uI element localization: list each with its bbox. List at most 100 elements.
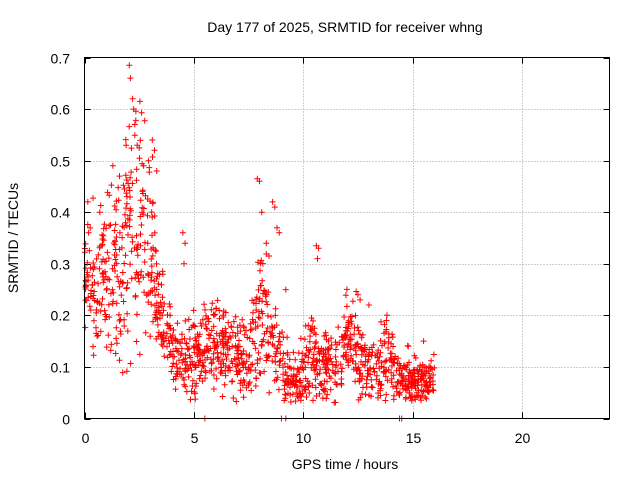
data-point (153, 248, 160, 255)
data-point (103, 258, 110, 265)
data-point (147, 287, 154, 294)
data-point (333, 358, 340, 365)
data-point (225, 364, 232, 371)
data-point (373, 372, 380, 379)
data-point (266, 353, 273, 359)
data-point (141, 246, 148, 253)
data-point (217, 338, 224, 345)
data-point (422, 394, 429, 401)
data-point (99, 231, 106, 238)
data-point (133, 166, 140, 173)
data-point (97, 308, 104, 315)
data-point (256, 178, 263, 185)
data-point (123, 205, 129, 212)
data-point (376, 378, 383, 385)
data-point (164, 320, 170, 327)
data-point (365, 367, 372, 374)
data-point (345, 359, 352, 366)
data-point (199, 316, 206, 323)
data-point (158, 331, 165, 338)
data-point (191, 389, 198, 395)
data-point (378, 363, 385, 370)
data-point (212, 311, 219, 318)
data-point (112, 221, 119, 228)
data-point (382, 373, 389, 380)
data-point (188, 388, 195, 395)
data-point (104, 276, 111, 282)
data-point (158, 303, 165, 310)
data-point (124, 328, 131, 335)
data-point (238, 350, 245, 357)
data-point (213, 375, 220, 382)
data-point (417, 362, 424, 369)
data-point (185, 346, 191, 353)
data-point (418, 375, 425, 382)
data-point (95, 332, 101, 339)
data-point (310, 317, 316, 324)
data-point (219, 393, 226, 400)
data-point (315, 245, 322, 252)
data-point (204, 326, 211, 332)
data-point (159, 343, 166, 349)
data-point (280, 364, 287, 371)
data-point (308, 364, 315, 371)
data-point (140, 162, 147, 169)
data-point (241, 379, 248, 385)
data-point (195, 342, 202, 349)
data-point (395, 355, 402, 362)
data-point (300, 358, 307, 365)
data-point (403, 366, 410, 373)
data-point (305, 384, 312, 391)
data-point (389, 331, 396, 338)
data-point (230, 318, 237, 325)
data-point (283, 378, 289, 385)
data-point (154, 270, 161, 277)
data-point (341, 342, 348, 349)
data-point (241, 331, 248, 338)
data-point (376, 353, 383, 360)
data-point (419, 392, 426, 399)
data-point (119, 369, 126, 376)
data-point (118, 292, 125, 299)
data-point (96, 209, 103, 216)
x-tick-label: 0 (82, 430, 90, 446)
data-point (426, 363, 433, 370)
data-point (351, 345, 357, 352)
data-point (223, 356, 230, 362)
data-point (151, 229, 158, 236)
data-point (325, 338, 332, 345)
data-point (151, 147, 158, 154)
data-point (397, 362, 404, 369)
data-point (121, 224, 128, 231)
data-point (99, 295, 106, 302)
data-point (111, 203, 118, 209)
data-point (153, 314, 160, 321)
data-point (426, 370, 433, 377)
data-point (377, 387, 384, 394)
data-point (409, 393, 416, 399)
data-point (237, 380, 244, 387)
data-point (153, 260, 160, 267)
data-point (324, 378, 330, 385)
x-tick-label: 5 (191, 430, 199, 446)
data-point (144, 212, 151, 219)
data-point (183, 340, 190, 346)
data-point (112, 256, 119, 263)
data-point (310, 397, 316, 404)
data-point (307, 326, 314, 333)
data-point (141, 259, 148, 265)
data-point (232, 333, 239, 339)
data-point (142, 239, 148, 246)
data-point (254, 357, 261, 363)
data-point (204, 315, 211, 322)
data-point (374, 351, 380, 357)
data-point (225, 319, 232, 326)
data-point (257, 267, 263, 274)
data-point (107, 222, 114, 228)
data-point (192, 361, 199, 368)
data-point (132, 292, 139, 299)
data-point (210, 372, 217, 378)
x-tick-label: 15 (406, 430, 422, 446)
data-point (161, 353, 168, 360)
